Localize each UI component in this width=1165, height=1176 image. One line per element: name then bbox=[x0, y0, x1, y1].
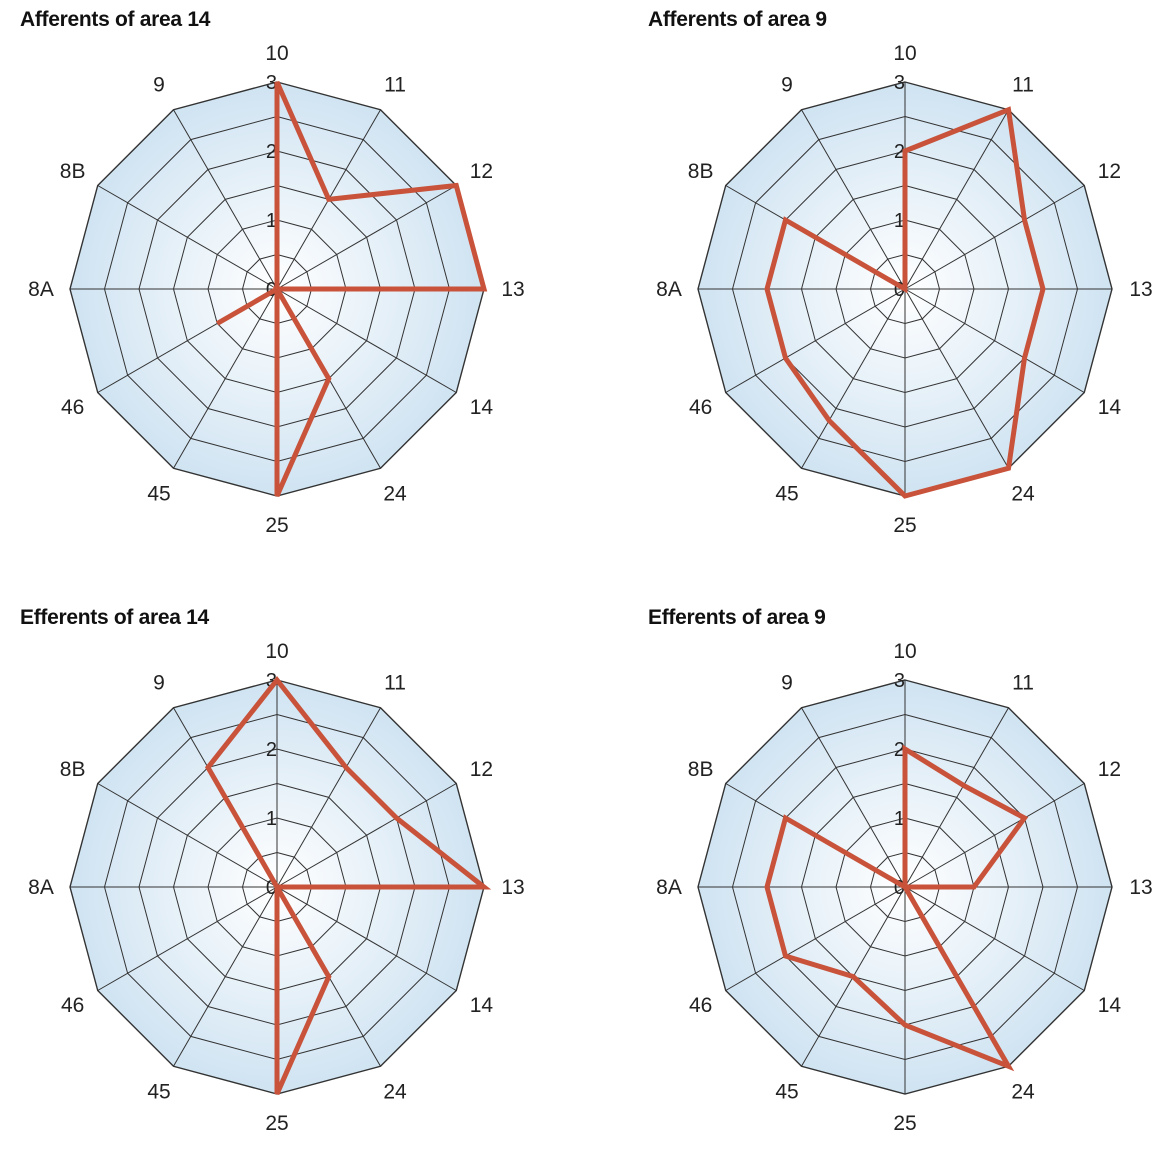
category-label: 9 bbox=[781, 74, 793, 97]
radial-tick-label: 2 bbox=[266, 739, 277, 761]
category-label: 14 bbox=[1098, 994, 1122, 1017]
category-label: 11 bbox=[384, 672, 406, 695]
category-label: 11 bbox=[384, 74, 406, 97]
category-label: 45 bbox=[775, 482, 798, 505]
category-label: 8B bbox=[60, 758, 86, 781]
radial-tick-label: 3 bbox=[894, 670, 905, 692]
category-label: 25 bbox=[265, 1112, 288, 1135]
category-label: 45 bbox=[147, 482, 170, 505]
category-label: 24 bbox=[383, 1080, 407, 1103]
category-label: 24 bbox=[383, 482, 407, 505]
category-label: 10 bbox=[265, 42, 288, 65]
category-label: 10 bbox=[893, 640, 916, 663]
category-label: 45 bbox=[147, 1080, 170, 1103]
category-label: 13 bbox=[501, 278, 524, 301]
category-label: 8A bbox=[656, 876, 682, 899]
category-label: 11 bbox=[1012, 672, 1034, 695]
category-label: 9 bbox=[153, 672, 165, 695]
category-label: 14 bbox=[470, 396, 494, 419]
category-label: 46 bbox=[689, 396, 712, 419]
category-label: 12 bbox=[1098, 758, 1121, 781]
category-label: 24 bbox=[1011, 1080, 1035, 1103]
category-label: 13 bbox=[1129, 278, 1152, 301]
category-label: 25 bbox=[893, 1112, 916, 1135]
category-label: 45 bbox=[775, 1080, 798, 1103]
category-label: 11 bbox=[1012, 74, 1034, 97]
category-label: 46 bbox=[61, 994, 84, 1017]
category-label: 12 bbox=[470, 758, 493, 781]
category-label: 13 bbox=[1129, 876, 1152, 899]
category-label: 12 bbox=[1098, 160, 1121, 183]
category-label: 46 bbox=[689, 994, 712, 1017]
category-label: 8B bbox=[60, 160, 86, 183]
category-label: 10 bbox=[265, 640, 288, 663]
category-label: 9 bbox=[781, 672, 793, 695]
radial-tick-label: 1 bbox=[266, 808, 277, 830]
category-label: 10 bbox=[893, 42, 916, 65]
category-label: 14 bbox=[1098, 396, 1122, 419]
category-label: 25 bbox=[893, 514, 916, 537]
category-label: 8B bbox=[688, 758, 714, 781]
category-label: 8A bbox=[656, 278, 682, 301]
category-label: 9 bbox=[153, 74, 165, 97]
category-label: 46 bbox=[61, 396, 84, 419]
category-label: 14 bbox=[470, 994, 494, 1017]
radial-tick-label: 3 bbox=[894, 72, 905, 94]
category-label: 13 bbox=[501, 876, 524, 899]
category-label: 8A bbox=[28, 876, 54, 899]
category-label: 24 bbox=[1011, 482, 1035, 505]
category-label: 25 bbox=[265, 514, 288, 537]
category-label: 8B bbox=[688, 160, 714, 183]
category-label: 12 bbox=[470, 160, 493, 183]
category-label: 8A bbox=[28, 278, 54, 301]
